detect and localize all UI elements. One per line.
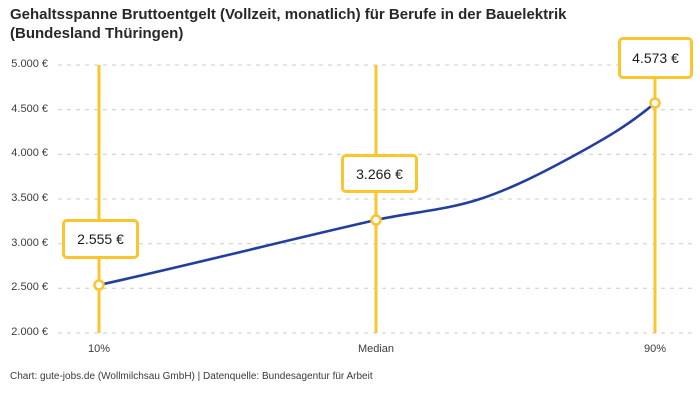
y-tick-3500: 3.500 €: [11, 192, 48, 204]
y-tick-5000: 5.000 €: [11, 58, 48, 70]
marker-10pct: [93, 279, 105, 291]
salary-curve: [97, 101, 657, 287]
x-tick-10pct: 10%: [87, 343, 111, 355]
chart-title-line1: Gehaltsspanne Bruttoentgelt (Vollzeit, m…: [10, 6, 567, 23]
y-tick-2000: 2.000 €: [11, 326, 48, 338]
data-point-markers: [93, 97, 661, 291]
y-tick-2500: 2.500 €: [11, 281, 48, 293]
value-label-10pct: 2.555 €: [62, 219, 139, 259]
x-tick-median: Median: [357, 343, 395, 355]
y-tick-4500: 4.500 €: [11, 103, 48, 115]
y-tick-4000: 4.000 €: [11, 147, 48, 159]
chart-title-line2: (Bundesland Thüringen): [10, 25, 184, 42]
source-attribution: Chart: gute-jobs.de (Wollmilchsau GmbH) …: [10, 371, 373, 382]
chart-title: Gehaltsspanne Bruttoentgelt (Vollzeit, m…: [10, 5, 694, 43]
y-tick-3000: 3.000 €: [11, 237, 48, 249]
marker-90pct: [649, 97, 661, 109]
marker-median: [370, 214, 382, 226]
value-label-median: 3.266 €: [341, 154, 418, 193]
value-label-90pct: 4.573 €: [618, 37, 693, 79]
x-tick-90pct: 90%: [643, 343, 667, 355]
